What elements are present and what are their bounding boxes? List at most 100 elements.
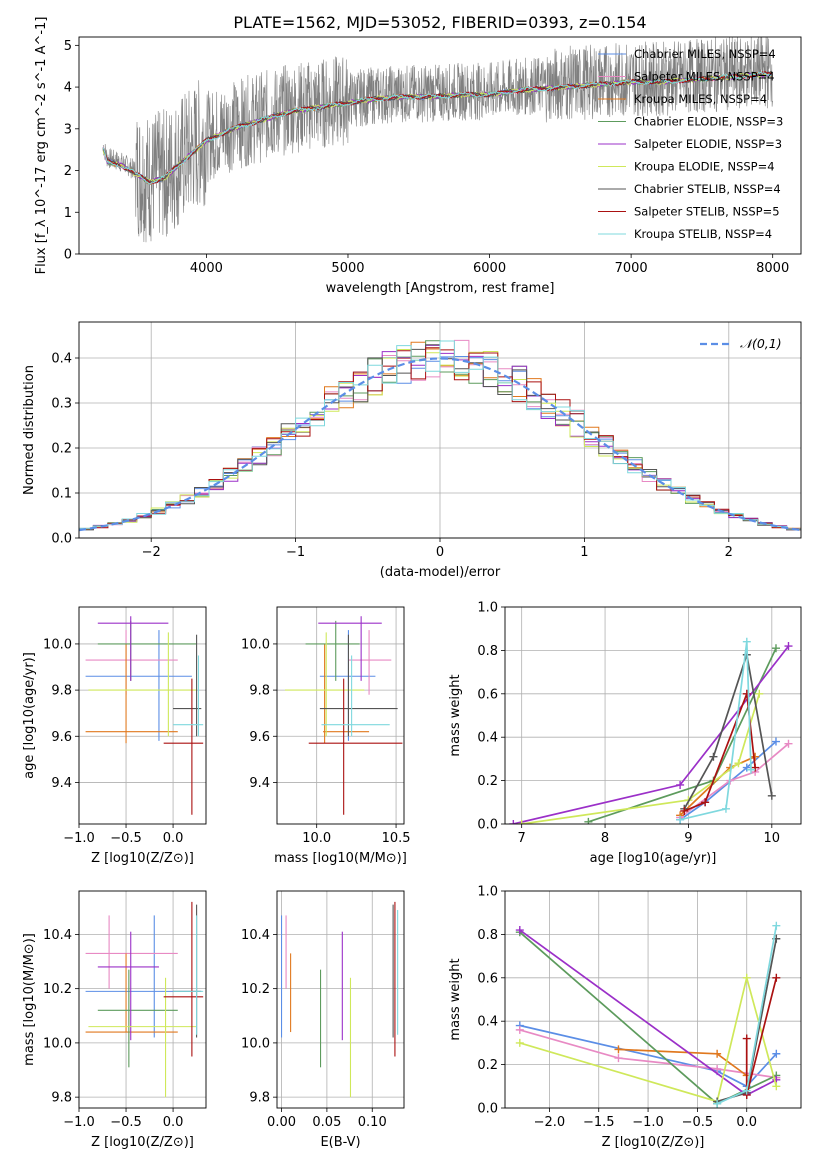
panel-mass_vs_EBV: 0.00 0.05 0.10 9.8 10.0 10.2 10.4 E(B-V): [241, 890, 405, 1150]
axes-frame: [276, 606, 405, 825]
y-tick-label: 10.2: [241, 982, 270, 997]
errorbar-kroupa-miles: [85, 643, 178, 744]
y-tick-label: 2: [64, 164, 72, 179]
errorbar-chabrier-stelib: [173, 634, 202, 737]
series-line: [679, 740, 777, 821]
y-tick-label: 4: [64, 81, 72, 96]
point-marker: [721, 804, 730, 813]
point-marker: [771, 644, 780, 653]
point-marker: [751, 752, 760, 761]
axes-frame: [78, 890, 207, 1109]
x-tick-label: 0.10: [358, 1115, 387, 1130]
legend-entry: Salpeter ELODIE, NSSP=3: [634, 137, 782, 151]
y-tick-label: 0.8: [477, 644, 498, 659]
axes-frame: [504, 606, 802, 825]
point-marker: [614, 1045, 623, 1054]
point-marker: [771, 737, 780, 746]
panel-age_vs_Z: −1.0 −0.5 0.0 9.4 9.6 9.8 10.0 Z [log10(Z/Z⊙)] a…: [22, 606, 207, 866]
legend: 𝒩(0,1): [700, 336, 782, 351]
legend: Chabrier MILES, NSSP=4 Salpeter MILES, NS…: [598, 47, 783, 241]
x-axis-label: E(B-V): [320, 1135, 360, 1150]
y-tick-label: 10.0: [241, 637, 270, 652]
plot-area-age_vs_Z: [85, 616, 204, 815]
legend-entry: Salpeter STELIB, NSSP=5: [634, 205, 780, 219]
y-tick-label: 0.4: [51, 352, 72, 367]
point-marker: [515, 926, 524, 935]
y-tick-label: 9.8: [249, 684, 270, 699]
point-marker: [742, 973, 751, 982]
model-line-kroupa-stelib: [102, 71, 773, 185]
y-tick-label: 1: [64, 206, 72, 221]
errorbar-kroupa-stelib: [173, 655, 204, 737]
x-tick-label: −0.5: [682, 1115, 714, 1130]
point-marker: [755, 689, 764, 698]
plot-area-mass_weight_vs_age: [509, 637, 793, 824]
point-marker: [772, 921, 781, 930]
x-tick-label: 0.0: [163, 831, 184, 846]
point-marker: [746, 765, 755, 774]
x-axis-label: age [log10(age/yr)]: [590, 851, 717, 866]
errorbar-kroupa-miles: [85, 953, 178, 1033]
series-kroupa-miles: [614, 1045, 751, 1080]
errorbar-salpeter-miles: [85, 915, 178, 989]
legend-entry: Kroupa ELODIE, NSSP=4: [634, 160, 775, 174]
panel-spectrum: 4000 5000 6000 7000 8000 0 1 2 3 4 5 Chabrier MILES…: [34, 17, 802, 296]
point-marker: [676, 815, 685, 824]
point-marker: [709, 752, 718, 761]
point-marker: [515, 1025, 524, 1034]
y-tick-label: 5: [64, 39, 72, 54]
point-marker: [713, 1099, 722, 1108]
data-spectrum-line: [102, 37, 773, 243]
axes-frame: [78, 606, 207, 825]
x-axis-label: mass [log10(M/M⊙)]: [274, 851, 407, 866]
point-marker: [614, 1054, 623, 1063]
axes-frame: [78, 321, 802, 539]
x-tick-label: 0.00: [267, 1115, 296, 1130]
plot-area-mass_vs_Z: [85, 901, 204, 1098]
x-tick-label: −1: [286, 545, 305, 560]
series-line: [519, 977, 778, 1103]
x-tick-label: −1.0: [63, 1115, 95, 1130]
x-tick-label: 5000: [331, 261, 364, 276]
y-tick-label: 0.6: [477, 971, 498, 986]
y-tick-label: 0.1: [51, 487, 72, 502]
x-tick-label: 4000: [190, 261, 223, 276]
point-marker: [584, 817, 593, 824]
point-marker: [680, 806, 689, 815]
point-marker: [742, 637, 751, 646]
x-tick-label: 10.5: [382, 831, 411, 846]
y-axis-label: mass [log10(M/M⊙)]: [22, 933, 37, 1066]
x-tick-label: 1: [580, 545, 588, 560]
point-marker: [784, 739, 793, 748]
point-marker: [517, 820, 526, 824]
legend-entry: Chabrier STELIB, NSSP=4: [634, 182, 781, 196]
y-tick-label: 10.4: [43, 928, 72, 943]
legend-entry: Chabrier MILES, NSSP=4: [634, 47, 776, 61]
series-line: [679, 755, 756, 816]
point-marker: [767, 791, 776, 800]
x-tick-label: 9: [684, 831, 692, 846]
errorbar-salpeter-stelib: [163, 901, 204, 1057]
panel-residuals: −2 −1 0 1 2 0.0 0.1 0.2 0.3 0.4 𝒩(0,1) (data-model)…: [22, 321, 802, 580]
errorbar-salpeter-miles: [85, 630, 178, 695]
x-axis-label: wavelength [Angstrom, rest frame]: [326, 281, 555, 296]
y-tick-label: 1.0: [477, 601, 498, 616]
errorbar-salpeter-elodie: [97, 616, 169, 681]
axes-frame: [276, 890, 405, 1109]
legend-entry: Chabrier ELODIE, NSSP=3: [634, 115, 783, 129]
series-line: [679, 641, 752, 821]
errorbar-kroupa-elodie: [88, 977, 197, 1098]
errorbar-chabrier-stelib: [319, 634, 398, 737]
panel-mass_vs_Z: −1.0 −0.5 0.0 9.8 10.0 10.2 10.4 Z [log10(Z/Z⊙)…: [22, 890, 207, 1150]
y-tick-label: 0.2: [51, 442, 72, 457]
y-tick-label: 9.4: [51, 776, 72, 791]
x-tick-label: 0.0: [163, 1115, 184, 1130]
point-marker: [713, 1049, 722, 1058]
axes-frame: [78, 36, 802, 255]
y-tick-label: 9.8: [51, 1091, 72, 1106]
point-marker: [742, 1034, 751, 1043]
x-axis-label: Z [log10(Z/Z⊙)]: [91, 1135, 194, 1150]
point-marker: [509, 820, 518, 824]
model-line-salpeter-stelib: [102, 71, 773, 185]
point-marker: [742, 689, 751, 698]
